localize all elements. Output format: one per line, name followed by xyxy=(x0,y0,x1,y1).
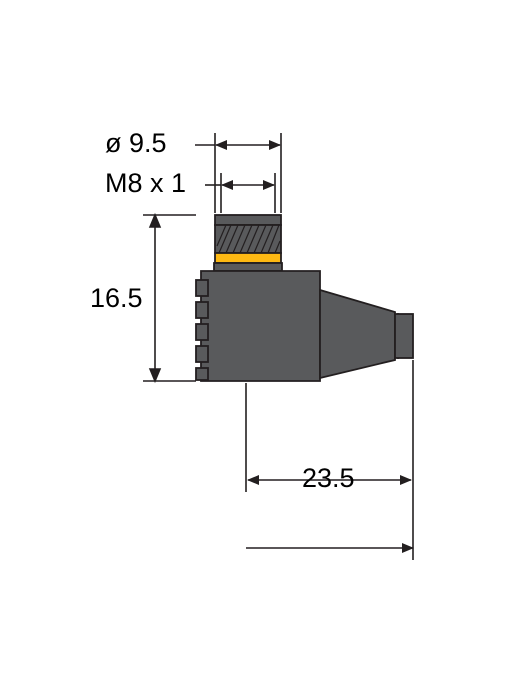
cable-strain-relief xyxy=(320,290,395,378)
connector-technical-drawing xyxy=(0,0,523,700)
cable xyxy=(395,314,413,358)
dimension-height xyxy=(143,215,196,381)
width-label: 23.5 xyxy=(302,463,355,494)
connector-body xyxy=(201,271,320,381)
connector-shoulder xyxy=(214,263,282,271)
dimension-diameter xyxy=(195,133,281,213)
connector-color-ring xyxy=(215,253,281,263)
diameter-label: ø 9.5 xyxy=(105,128,167,159)
thread-label: M8 x 1 xyxy=(105,168,186,199)
height-label: 16.5 xyxy=(90,283,143,314)
connector-nut-cap xyxy=(215,215,281,225)
dimension-width xyxy=(246,360,413,560)
